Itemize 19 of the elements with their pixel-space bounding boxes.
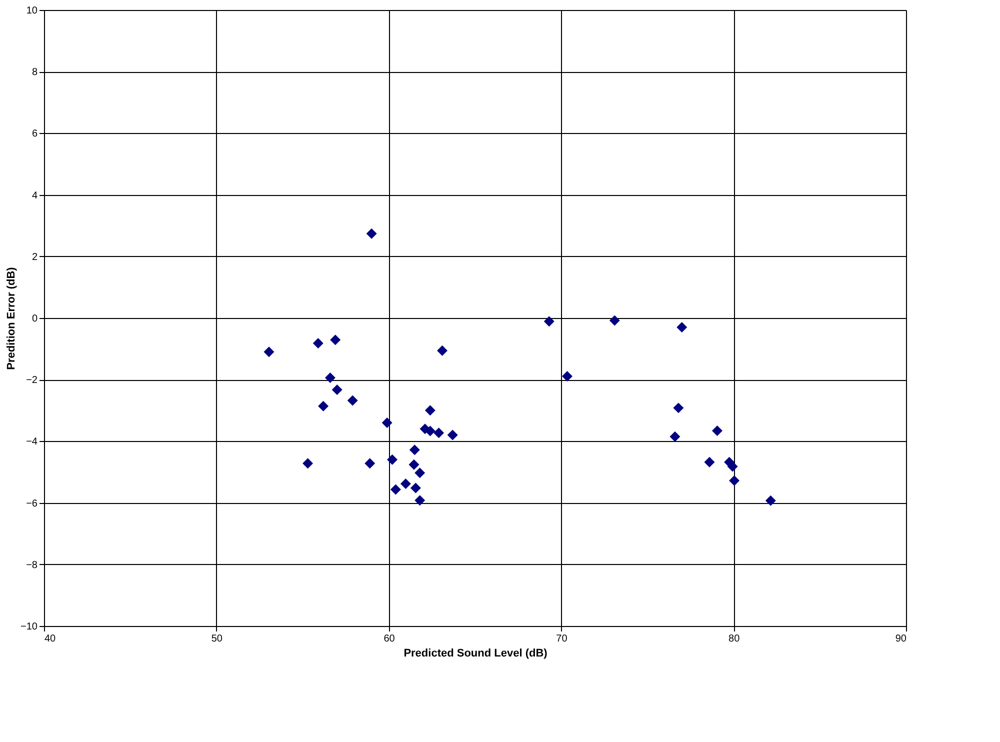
x-tick-label: 50	[211, 634, 223, 644]
y-tick-label: 0	[32, 314, 38, 324]
y-tick-label: −4	[26, 436, 38, 448]
y-tick-label: −8	[26, 560, 38, 571]
y-tick-label: 10	[26, 6, 38, 16]
x-tick-label: 70	[556, 634, 568, 644]
y-tick-label: 4	[32, 190, 38, 202]
y-tick-label: −2	[26, 375, 38, 386]
y-tick-label: −6	[26, 498, 38, 510]
x-tick-label: 80	[728, 634, 740, 644]
x-tick-label: 40	[44, 634, 56, 644]
y-tick-label: −10	[20, 622, 38, 632]
x-tick-label: 60	[384, 634, 396, 644]
y-tick-label: 6	[32, 128, 38, 140]
y-tick-label: 8	[32, 67, 38, 78]
x-axis-title: Predicted Sound Level (dB)	[404, 648, 548, 660]
x-tick-label: 90	[895, 634, 907, 644]
y-tick-label: 2	[32, 252, 38, 263]
y-axis-title: Predition Error (dB)	[6, 266, 18, 370]
